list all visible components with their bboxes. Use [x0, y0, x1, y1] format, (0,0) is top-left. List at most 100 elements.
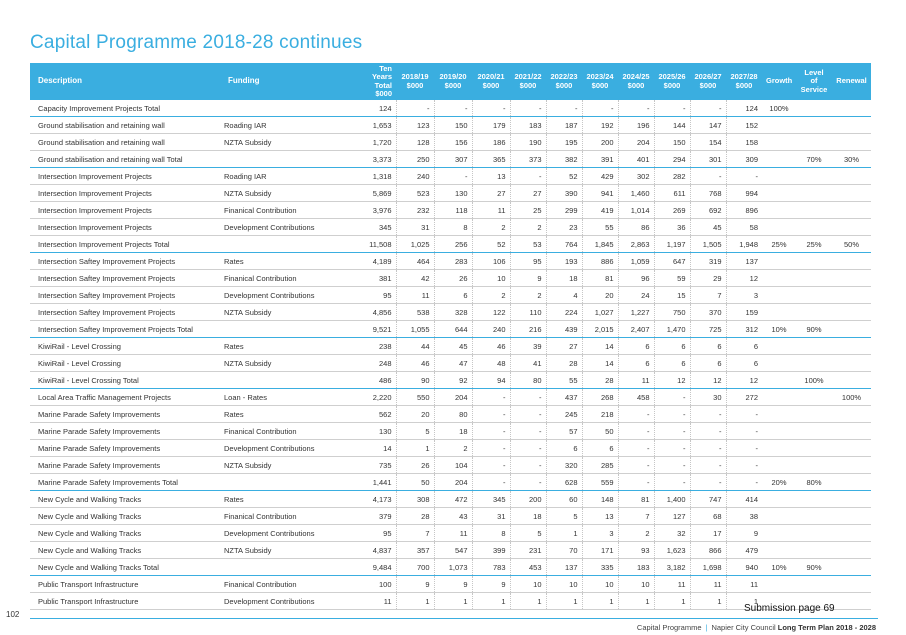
- table-cell: 25: [510, 201, 547, 219]
- table-cell: 68: [690, 507, 727, 525]
- table-cell: [832, 354, 871, 372]
- table-cell: 302: [618, 167, 655, 185]
- column-header: 2020/21 $000: [472, 63, 510, 100]
- table-cell: 11: [726, 575, 762, 593]
- table-cell: 80%: [796, 473, 832, 491]
- table-cell: Marine Parade Safety Improvements: [30, 422, 220, 440]
- table-cell: 312: [726, 320, 762, 338]
- submission-note: Submission page 69: [744, 603, 835, 614]
- column-header: Growth: [762, 63, 796, 100]
- table-cell: [796, 303, 832, 321]
- table-header-row: Description Funding Ten Years Total $000…: [30, 63, 871, 100]
- table-cell: 309: [726, 150, 762, 168]
- table-cell: 13: [472, 167, 511, 185]
- table-cell: 5: [396, 422, 435, 440]
- capital-programme-table: Description Funding Ten Years Total $000…: [30, 63, 871, 610]
- table-cell: 994: [726, 184, 762, 202]
- table-cell: [832, 337, 871, 355]
- table-cell: -: [546, 100, 583, 117]
- table-cell: 11: [654, 575, 691, 593]
- table-cell: [796, 201, 832, 219]
- table-cell: [796, 354, 832, 372]
- table-cell: 328: [434, 303, 473, 321]
- table-cell: [832, 218, 871, 236]
- table-cell: [762, 456, 796, 474]
- table-cell: 1,441: [354, 473, 397, 491]
- table-total-row: New Cycle and Walking Tracks Total 9,484 7…: [30, 558, 871, 576]
- table-cell: 5: [546, 507, 583, 525]
- table-cell: 20: [582, 286, 619, 304]
- table-cell: 154: [690, 133, 727, 151]
- table-cell: -: [654, 100, 691, 117]
- table-cell: 2,220: [354, 388, 397, 406]
- table-cell: -: [654, 456, 691, 474]
- table-cell: 44: [396, 337, 435, 355]
- table-cell: -: [510, 388, 547, 406]
- table-cell: 46: [472, 337, 511, 355]
- table-cell: 479: [726, 541, 762, 559]
- table-cell: 232: [396, 201, 435, 219]
- table-cell: [796, 252, 832, 270]
- table-cell: 10: [618, 575, 655, 593]
- table-cell: Intersection Improvement Projects: [30, 218, 220, 236]
- table-cell: 195: [546, 133, 583, 151]
- table-cell: 10: [472, 269, 511, 287]
- table-cell: 90: [396, 371, 435, 389]
- table-cell: 3: [582, 524, 619, 542]
- table-cell: Marine Parade Safety Improvements: [30, 456, 220, 474]
- table-cell: [832, 575, 871, 593]
- table-cell: [220, 320, 354, 338]
- table-cell: 183: [510, 116, 547, 134]
- table-cell: 1,073: [434, 558, 473, 576]
- table-cell: 186: [472, 133, 511, 151]
- table-cell: 92: [434, 371, 473, 389]
- table-cell: Ground stabilisation and retaining wall: [30, 133, 220, 151]
- table-cell: 11: [396, 286, 435, 304]
- table-cell: 156: [434, 133, 473, 151]
- table-cell: 38: [726, 507, 762, 525]
- table-cell: [762, 354, 796, 372]
- table-cell: 27: [472, 184, 511, 202]
- table-cell: [762, 116, 796, 134]
- table-row: Ground stabilisation and retaining wall N…: [30, 133, 871, 151]
- table-cell: 11: [472, 201, 511, 219]
- table-cell: Development Contributions: [220, 218, 354, 236]
- table-cell: 382: [546, 150, 583, 168]
- table-cell: Intersection Saftey Improvement Projects: [30, 269, 220, 287]
- table-cell: [832, 524, 871, 542]
- table-cell: 940: [726, 558, 762, 576]
- table-cell: [796, 337, 832, 355]
- table-cell: 60: [546, 490, 583, 508]
- table-row: Public Transport Infrastructure Developme…: [30, 592, 871, 610]
- table-cell: 379: [354, 507, 397, 525]
- table-cell: 1,698: [690, 558, 727, 576]
- table-cell: New Cycle and Walking Tracks: [30, 507, 220, 525]
- table-cell: 12: [726, 269, 762, 287]
- table-cell: [796, 592, 832, 610]
- table-cell: 18: [510, 507, 547, 525]
- table-cell: -: [510, 456, 547, 474]
- table-cell: Intersection Saftey Improvement Projects: [30, 303, 220, 321]
- column-header: 2019/20 $000: [434, 63, 472, 100]
- table-cell: 319: [690, 252, 727, 270]
- table-cell: [832, 269, 871, 287]
- table-cell: 240: [396, 167, 435, 185]
- table-cell: 896: [726, 201, 762, 219]
- table-cell: 137: [726, 252, 762, 270]
- table-cell: 5,869: [354, 184, 397, 202]
- table-cell: -: [690, 439, 727, 457]
- table-cell: 399: [472, 541, 511, 559]
- table-cell: 190: [510, 133, 547, 151]
- table-cell: -: [690, 422, 727, 440]
- table-cell: 122: [472, 303, 511, 321]
- table-cell: -: [726, 473, 762, 491]
- table-row: Local Area Traffic Management Projects Lo…: [30, 388, 871, 406]
- table-cell: -: [472, 422, 511, 440]
- column-header: 2018/19 $000: [396, 63, 434, 100]
- table-cell: 1: [690, 592, 727, 610]
- table-cell: 320: [546, 456, 583, 474]
- footer-council: Napier City Council: [711, 623, 776, 632]
- table-cell: 1: [396, 592, 435, 610]
- table-cell: 137: [546, 558, 583, 576]
- table-cell: 26: [434, 269, 473, 287]
